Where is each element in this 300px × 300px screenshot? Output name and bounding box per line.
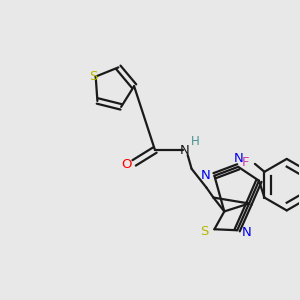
Text: S: S [89, 70, 98, 83]
Text: N: N [180, 143, 190, 157]
Text: S: S [200, 225, 209, 238]
Text: H: H [191, 135, 200, 148]
Text: N: N [242, 226, 252, 239]
Text: N: N [201, 169, 210, 182]
Text: F: F [242, 156, 250, 170]
Text: O: O [121, 158, 131, 171]
Text: N: N [233, 152, 243, 165]
